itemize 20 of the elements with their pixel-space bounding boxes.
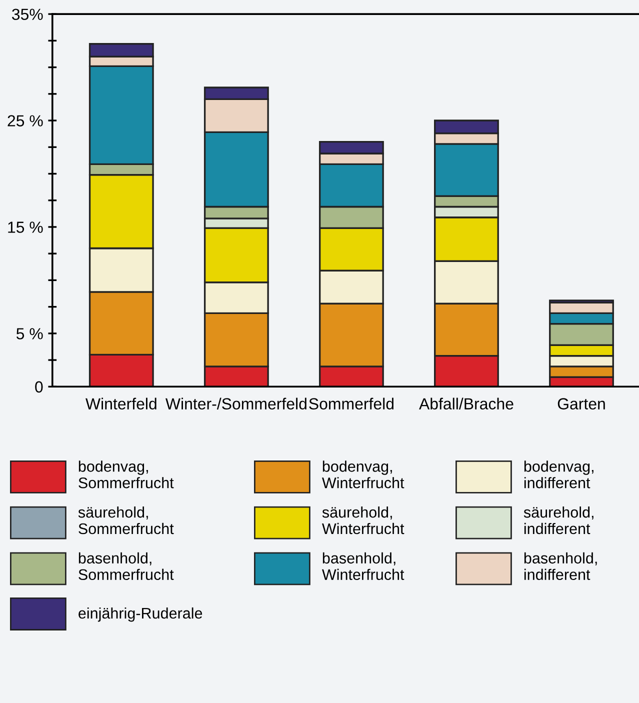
- y-tick-label: 15 %: [8, 222, 43, 233]
- y-tick-label: 5 %: [16, 328, 43, 340]
- legend-label: basenhold, indifferent: [524, 552, 597, 580]
- x-tick-label: Abfall/Brache: [419, 398, 514, 410]
- y-tick-label: 0: [35, 381, 43, 393]
- x-tick-label: Garten: [558, 398, 605, 410]
- legend-label: säurehold, Winterfrucht: [322, 506, 404, 534]
- legend-label: basenhold, Winterfrucht: [322, 552, 404, 580]
- x-tick-label: Winterfeld: [86, 398, 156, 410]
- legend-label: säurehold, Sommerfrucht: [78, 506, 174, 534]
- y-tick-label: 25 %: [8, 115, 43, 126]
- legend-label: bodenvag, indifferent: [524, 460, 594, 488]
- legend-label: einjährig-Ruderale: [78, 607, 202, 622]
- legend-label: bodenvag, Sommerfrucht: [78, 460, 174, 488]
- x-tick-label: Winter-/Sommerfeld: [166, 398, 306, 410]
- x-tick-label: Sommerfeld: [309, 398, 394, 410]
- legend-label: säurehold, indifferent: [524, 506, 594, 534]
- y-tick-label: 35%: [12, 8, 43, 20]
- legend-label: bodenvag, Winterfrucht: [322, 460, 404, 488]
- legend-label: basenhold, Sommerfrucht: [78, 552, 174, 580]
